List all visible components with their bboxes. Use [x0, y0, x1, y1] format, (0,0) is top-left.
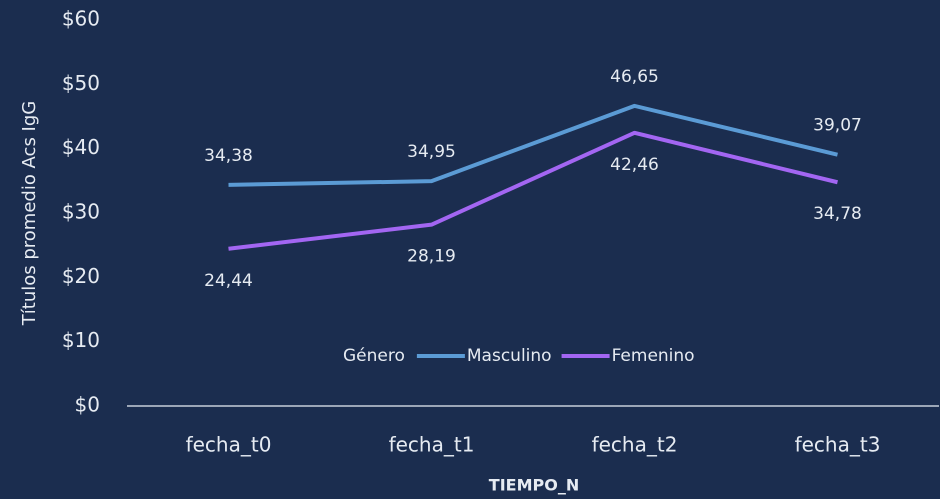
data-label: 34,78 [813, 204, 862, 224]
legend-label: Femenino [612, 346, 695, 366]
data-label: 46,65 [610, 67, 659, 87]
y-tick-label: $40 [62, 135, 100, 159]
y-axis-title: Títulos promedio Acs IgG [19, 101, 40, 326]
y-tick-label: $50 [62, 71, 100, 95]
data-label: 34,95 [407, 142, 456, 162]
x-tick-label: fecha_t1 [389, 433, 475, 457]
x-axis-title: TIEMPO_N [489, 476, 579, 495]
data-label: 24,44 [204, 271, 253, 291]
data-label: 28,19 [407, 247, 456, 267]
x-tick-label: fecha_t0 [186, 433, 272, 457]
data-label: 34,38 [204, 146, 253, 166]
y-tick-label: $20 [62, 264, 100, 288]
data-label: 39,07 [813, 116, 862, 136]
legend-title: Género [343, 346, 405, 366]
y-tick-label: $0 [75, 393, 100, 417]
y-tick-label: $10 [62, 328, 100, 352]
legend-label: Masculino [467, 346, 552, 366]
series-line [228, 130, 838, 251]
x-tick-label: fecha_t2 [592, 433, 678, 457]
x-tick-label: fecha_t3 [795, 433, 881, 457]
data-label: 42,46 [610, 155, 659, 175]
y-tick-label: $60 [62, 7, 100, 31]
y-tick-label: $30 [62, 200, 100, 224]
series-line [228, 103, 838, 187]
